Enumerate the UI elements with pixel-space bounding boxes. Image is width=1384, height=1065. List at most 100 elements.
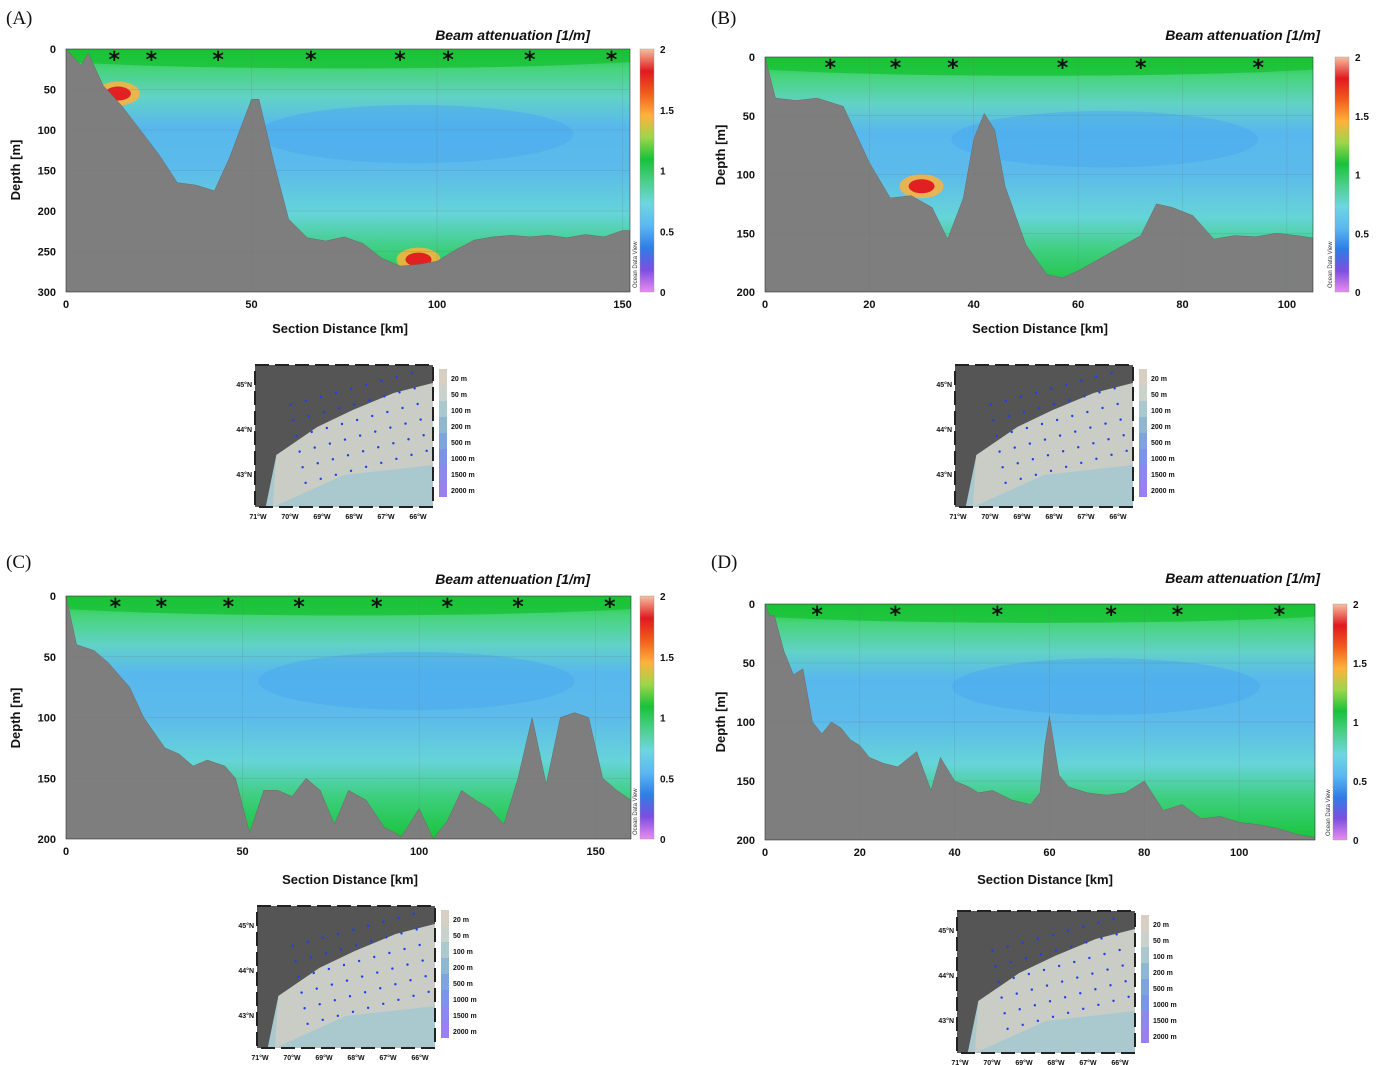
station-dot [1076, 976, 1079, 979]
station-dot [409, 979, 412, 982]
panel-label-b: (B) [711, 8, 737, 29]
legend-swatch [439, 369, 447, 385]
station-dot [324, 952, 328, 955]
station-marker: * [992, 603, 1004, 628]
station-dot [400, 932, 403, 935]
station-dot [1043, 438, 1047, 441]
station-dot [1058, 434, 1062, 437]
station-dot [1004, 481, 1007, 485]
station-dot [427, 990, 430, 994]
map-lon-label: 69°W [313, 513, 331, 521]
map-lat-label: 44°N [936, 426, 952, 434]
x-tick-label: 80 [1176, 299, 1188, 311]
station-dot [334, 391, 338, 394]
station-dot [1089, 426, 1092, 429]
station-dot [412, 994, 415, 998]
legend-label: 50 m [451, 392, 467, 399]
station-dot [295, 434, 298, 438]
station-dot [358, 434, 362, 437]
legend-swatch [439, 465, 447, 481]
station-dot [1070, 945, 1073, 948]
x-tick-label: 40 [968, 299, 980, 311]
map-lon-label: 66°W [1109, 513, 1127, 521]
station-dot [351, 1010, 355, 1014]
station-marker: * [512, 595, 524, 620]
station-dot [1049, 469, 1053, 473]
legend-swatch [439, 401, 447, 417]
station-dot [1028, 442, 1032, 445]
colorbar [639, 48, 655, 293]
station-dot [1082, 1007, 1085, 1011]
station-marker: * [524, 48, 536, 73]
station-dot [327, 967, 331, 971]
depth-legend: 20 m 50 m 100 m 200 m 500 m 1000 m 1500 m 2000 … [441, 910, 477, 1038]
station-dot [1082, 925, 1085, 928]
station-dot [1019, 477, 1022, 481]
legend-swatch [441, 958, 449, 974]
legend-label: 1000 m [453, 997, 477, 1004]
station-dot [1016, 462, 1019, 465]
station-dot [336, 1014, 340, 1018]
colorbar-tick: 2 [660, 45, 666, 56]
legend-swatch [1139, 481, 1147, 497]
legend-swatch [1141, 995, 1149, 1011]
station-dot [397, 916, 400, 919]
station-dot [1000, 996, 1003, 999]
station-dot [406, 963, 409, 966]
colorbar-tick: 2 [1355, 53, 1361, 64]
station-dot [337, 407, 341, 410]
legend-swatch [441, 926, 449, 942]
colorbar-tick: 1.5 [1355, 112, 1369, 123]
legend-label: 1500 m [451, 472, 475, 479]
station-dot [1080, 461, 1083, 465]
x-tick-label: 0 [63, 846, 69, 858]
legend-label: 1000 m [451, 456, 475, 463]
legend-label: 20 m [1153, 922, 1169, 929]
x-tick-label: 100 [410, 846, 428, 858]
station-dot [1018, 1008, 1021, 1011]
map-lat-label: 45°N [936, 381, 952, 389]
map-frame [256, 905, 436, 1049]
station-marker: * [1057, 56, 1069, 81]
map-lon-label: 70°W [983, 1059, 1001, 1065]
x-axis-label: Section Distance [km] [282, 872, 418, 887]
map-lon-label: 67°W [1079, 1059, 1097, 1065]
station-dot [1091, 972, 1094, 975]
legend-label: 1500 m [453, 1013, 477, 1020]
inset-map: 45°N 44°N 43°N 71°W 70°W 69°W 68°W 67°W 66°W 20 m… [938, 910, 1177, 1065]
station-dot [339, 948, 343, 951]
legend-swatch [1141, 979, 1149, 995]
station-dot [310, 430, 313, 434]
x-tick-label: 0 [63, 299, 69, 311]
station-dot [1121, 964, 1124, 967]
station-dot [415, 928, 418, 931]
station-marker: * [1105, 603, 1117, 628]
legend-label: 2000 m [453, 1029, 477, 1036]
map-frame [954, 364, 1134, 508]
station-dot [1125, 449, 1128, 453]
surface-band [66, 49, 630, 69]
station-dot [1052, 403, 1056, 406]
station-dot [1116, 402, 1119, 406]
legend-label: 200 m [1153, 970, 1173, 977]
odv-watermark: Ocean Data View [633, 241, 639, 288]
station-dot [312, 971, 315, 975]
station-marker: * [824, 56, 836, 81]
station-dot [1033, 1004, 1037, 1007]
station-dot [319, 477, 322, 481]
station-dot [395, 457, 398, 461]
station-dot [354, 944, 358, 947]
legend-swatch [441, 990, 449, 1006]
station-dot [360, 975, 364, 978]
legend-swatch [441, 974, 449, 990]
legend-swatch [1139, 401, 1147, 417]
station-dot [1074, 430, 1077, 433]
y-tick-label: 50 [44, 652, 56, 664]
map-lon-label: 71°W [949, 513, 967, 521]
station-dot [1110, 371, 1113, 374]
legend-label: 100 m [1153, 954, 1173, 961]
legend-swatch [439, 417, 447, 433]
map-lon-label: 68°W [1047, 1059, 1065, 1065]
station-dot [1034, 391, 1038, 394]
colorbar-tick: 0 [660, 288, 666, 299]
